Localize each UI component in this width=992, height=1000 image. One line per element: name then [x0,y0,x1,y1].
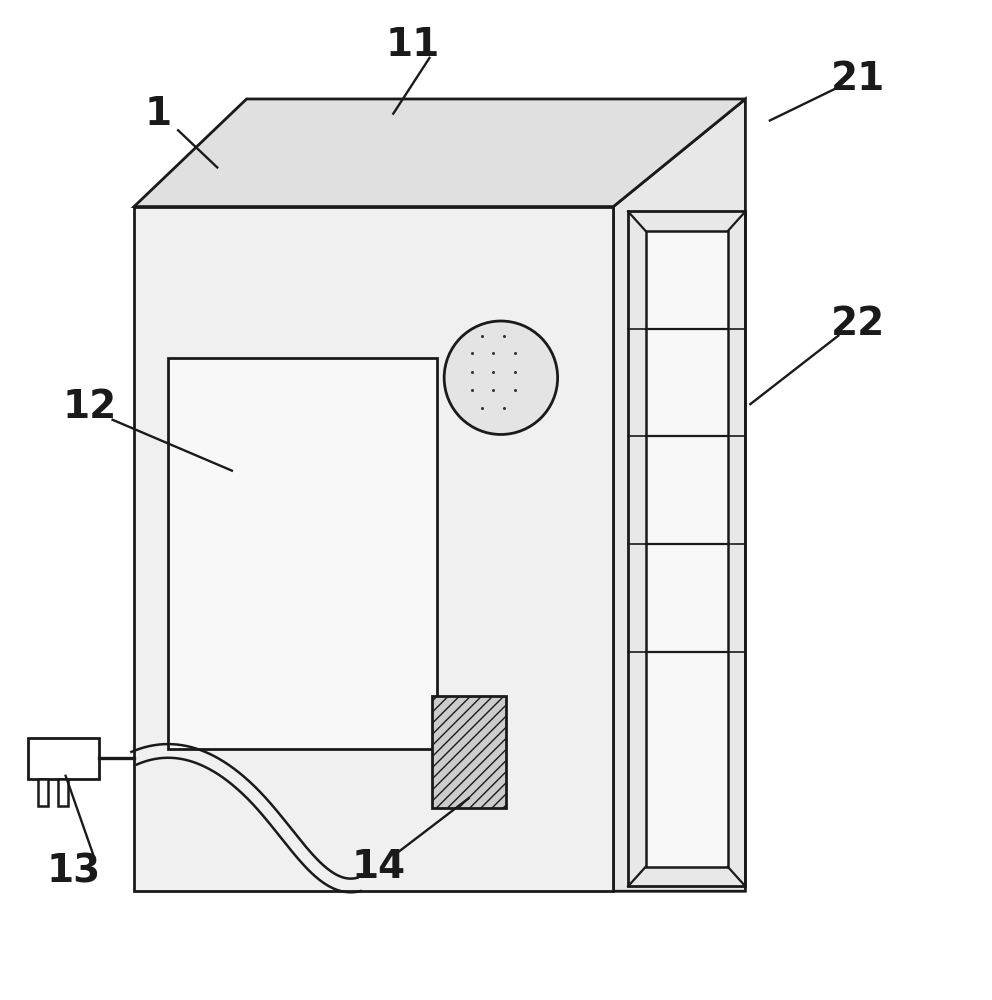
Bar [169,358,437,749]
Bar [646,231,728,867]
Text: 13: 13 [47,853,100,891]
Bar [134,207,613,891]
Circle shape [444,321,558,434]
Text: 21: 21 [830,60,885,98]
Bar [29,738,99,779]
Text: 1: 1 [145,95,173,133]
Text: 12: 12 [62,388,117,426]
Polygon shape [134,99,745,207]
Text: 14: 14 [351,848,406,886]
Polygon shape [613,99,745,891]
Bar [628,211,745,886]
Bar [433,696,506,808]
Bar [58,779,67,806]
Text: 11: 11 [386,26,440,64]
Text: 22: 22 [830,305,885,343]
Bar [39,779,48,806]
